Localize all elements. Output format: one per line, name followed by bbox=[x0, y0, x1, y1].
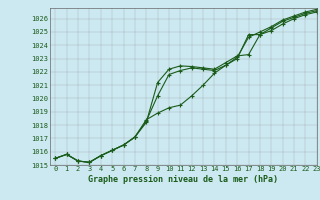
X-axis label: Graphe pression niveau de la mer (hPa): Graphe pression niveau de la mer (hPa) bbox=[88, 175, 278, 184]
